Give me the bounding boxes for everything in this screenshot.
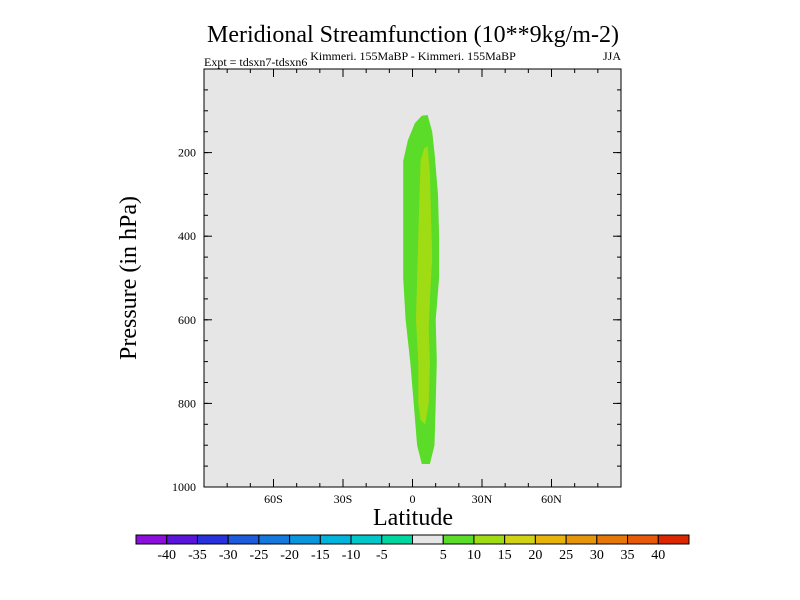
colorbar-swatch (135, 534, 168, 545)
season-label: JJA (603, 49, 621, 63)
axis-ticks: 60S 30S 0 30N 60N 200 400 600 800 1000 (172, 69, 621, 506)
colorbar-swatch (504, 534, 536, 545)
colorbar-swatch (627, 534, 659, 545)
colorbar-swatch (381, 534, 413, 545)
colorbar-swatch (442, 534, 475, 545)
contour-layer (403, 115, 440, 464)
colorbar-swatch (258, 534, 291, 545)
colorbar-label: 15 (498, 548, 512, 563)
x-tick-label: 30N (472, 492, 493, 506)
colorbar-swatch (166, 534, 198, 545)
colorbar-swatch (657, 534, 690, 545)
experiment-period-label: Kimmeri. 155MaBP - Kimmeri. 155MaBP (310, 49, 516, 63)
colorbar-label: -30 (219, 548, 238, 563)
colorbar-swatch (565, 534, 598, 545)
experiment-label: Expt = tdsxn7-tdsxn6 (204, 55, 307, 69)
colorbar-swatch (227, 534, 260, 545)
colorbar-label: -15 (311, 548, 330, 563)
contour-fill-2 (416, 146, 433, 425)
colorbar: -40 -35 -30 -25 -20 -15 -10 -5 5 10 15 20 25 30 35 40 (135, 534, 690, 563)
colorbar-label: -40 (157, 548, 176, 563)
colorbar-swatch (473, 534, 506, 545)
colorbar-swatch (596, 534, 629, 545)
colorbar-label: 35 (621, 548, 635, 563)
chart-title: Meridional Streamfunction (10**9kg/m-2) (207, 22, 619, 48)
colorbar-label: -20 (280, 548, 299, 563)
x-tick-label: 60S (264, 492, 283, 506)
x-axis-label: Latitude (373, 505, 453, 531)
colorbar-label: -35 (188, 548, 207, 563)
colorbar-swatch (319, 534, 352, 545)
colorbar-label: 40 (651, 548, 665, 563)
colorbar-swatch (534, 534, 567, 545)
colorbar-label: 20 (528, 548, 542, 563)
colorbar-label: -10 (342, 548, 361, 563)
y-axis-label: Pressure (in hPa) (116, 196, 142, 360)
colorbar-label: -25 (250, 548, 269, 563)
colorbar-swatch (196, 534, 229, 545)
colorbar-label: 5 (440, 548, 447, 563)
colorbar-swatch (412, 534, 444, 545)
y-tick-label: 400 (178, 229, 196, 243)
colorbar-label: 25 (559, 548, 573, 563)
colorbar-swatch (289, 534, 321, 545)
colorbar-label: -5 (376, 548, 388, 563)
x-tick-label: 0 (410, 492, 416, 506)
colorbar-label: 10 (467, 548, 481, 563)
x-tick-label: 60N (541, 492, 562, 506)
y-tick-label: 1000 (172, 480, 196, 494)
y-tick-label: 200 (178, 146, 196, 160)
y-tick-label: 800 (178, 396, 196, 410)
y-tick-label: 600 (178, 313, 196, 327)
colorbar-label: 30 (590, 548, 604, 563)
colorbar-swatch (350, 534, 383, 545)
x-tick-label: 30S (334, 492, 353, 506)
